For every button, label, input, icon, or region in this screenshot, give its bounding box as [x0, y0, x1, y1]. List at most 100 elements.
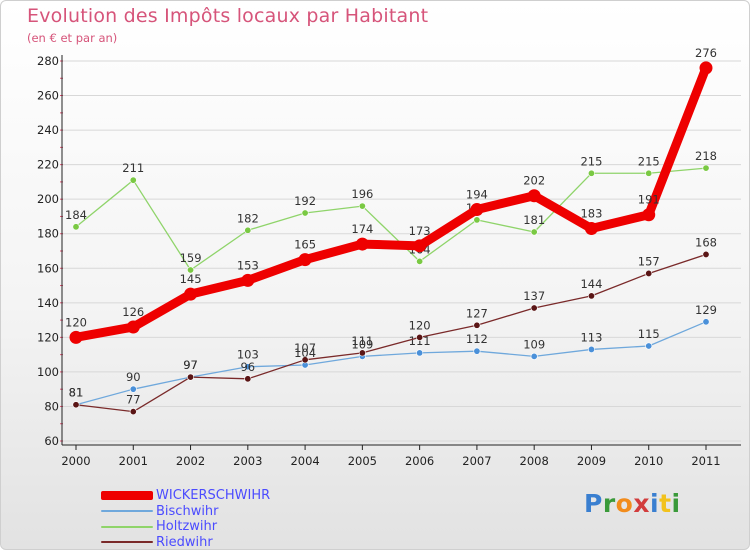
data-label: 173 — [409, 224, 431, 238]
data-label: 112 — [466, 332, 488, 346]
data-label: 218 — [695, 149, 717, 163]
x-tick-label: 2002 — [176, 454, 205, 468]
x-tick-label: 2004 — [290, 454, 319, 468]
y-tick-label: 280 — [37, 54, 59, 68]
x-tick-label: 2009 — [577, 454, 606, 468]
data-label: 137 — [523, 289, 545, 303]
data-label: 103 — [237, 348, 259, 362]
y-tick-label: 140 — [37, 296, 59, 310]
y-tick-label: 60 — [44, 434, 59, 448]
data-point — [129, 385, 137, 393]
data-label: 202 — [523, 174, 545, 188]
x-tick-label: 2007 — [462, 454, 491, 468]
data-label: 109 — [523, 337, 545, 351]
legend-label: WICKERSCHWIHR — [156, 488, 271, 504]
data-label: 159 — [180, 251, 202, 265]
data-label: 97 — [183, 358, 198, 372]
data-label: 129 — [695, 303, 717, 317]
data-label: 215 — [580, 154, 602, 168]
legend-item-wickerschwihr: WICKERSCHWIHR — [101, 488, 270, 504]
data-point — [129, 408, 137, 416]
data-label: 113 — [580, 330, 602, 344]
data-label: 145 — [180, 272, 202, 286]
data-label: 183 — [580, 207, 602, 221]
legend-swatch — [101, 491, 153, 501]
logo-letter: i — [671, 489, 681, 518]
data-point — [416, 333, 424, 341]
legend-item-holtzwihr: Holtzwihr — [101, 519, 270, 535]
data-point — [645, 169, 653, 177]
data-point — [301, 356, 309, 364]
data-label: 194 — [466, 188, 488, 202]
data-point — [184, 287, 198, 301]
data-label: 111 — [351, 334, 373, 348]
data-label: 157 — [638, 254, 660, 268]
data-point — [470, 203, 484, 217]
legend-item-bischwihr: Bischwihr — [101, 504, 270, 520]
data-label: 196 — [351, 187, 373, 201]
data-point — [129, 176, 137, 184]
data-point — [126, 320, 140, 334]
data-label: 115 — [638, 327, 660, 341]
data-label: 184 — [65, 208, 87, 222]
data-point — [244, 375, 252, 383]
data-point — [702, 250, 710, 258]
legend-swatch — [101, 541, 153, 544]
data-label: 97 — [183, 358, 198, 372]
data-point — [358, 349, 366, 357]
legend-swatch — [101, 525, 153, 528]
data-label: 168 — [695, 235, 717, 249]
y-tick-label: 80 — [44, 399, 59, 413]
data-label: 96 — [240, 360, 255, 374]
data-point — [416, 349, 424, 357]
x-tick-label: 2011 — [691, 454, 720, 468]
data-label: 109 — [351, 337, 373, 351]
data-point — [699, 61, 713, 75]
data-label: 104 — [294, 346, 316, 360]
legend-label: Riedwihr — [156, 534, 213, 550]
proxiti-logo: Proxiti — [584, 489, 681, 518]
data-point — [530, 228, 538, 236]
data-label: 182 — [237, 211, 259, 225]
data-point — [473, 321, 481, 329]
data-point — [645, 342, 653, 350]
data-label: 211 — [122, 161, 144, 175]
data-point — [530, 304, 538, 312]
data-point — [702, 318, 710, 326]
data-point — [301, 209, 309, 217]
data-point — [244, 226, 252, 234]
data-point — [587, 345, 595, 353]
logo-letter: P — [584, 489, 603, 518]
data-label: 81 — [69, 386, 84, 400]
data-label: 90 — [126, 370, 141, 384]
data-point — [187, 266, 195, 274]
legend-label: Bischwihr — [156, 503, 219, 519]
data-label: 174 — [351, 222, 373, 236]
y-tick-label: 240 — [37, 123, 59, 137]
series-line — [71, 63, 711, 342]
data-point — [642, 208, 656, 222]
y-tick-label: 260 — [37, 89, 59, 103]
y-tick-label: 200 — [37, 192, 59, 206]
data-point — [473, 216, 481, 224]
data-label: 107 — [294, 341, 316, 355]
x-tick-label: 2003 — [233, 454, 262, 468]
data-label: 192 — [294, 194, 316, 208]
data-label: 127 — [466, 306, 488, 320]
data-label: 276 — [695, 46, 717, 60]
legend-swatch — [101, 510, 153, 513]
data-label: 111 — [409, 334, 431, 348]
data-label: 77 — [126, 393, 141, 407]
data-point — [72, 401, 80, 409]
logo-letter: i — [650, 489, 660, 518]
x-tick-label: 2008 — [520, 454, 549, 468]
y-tick-label: 220 — [37, 158, 59, 172]
data-point — [527, 189, 541, 203]
logo-letter: o — [615, 489, 634, 518]
data-point — [645, 269, 653, 277]
data-point — [416, 257, 424, 265]
data-point — [530, 352, 538, 360]
data-label: 126 — [122, 305, 144, 319]
